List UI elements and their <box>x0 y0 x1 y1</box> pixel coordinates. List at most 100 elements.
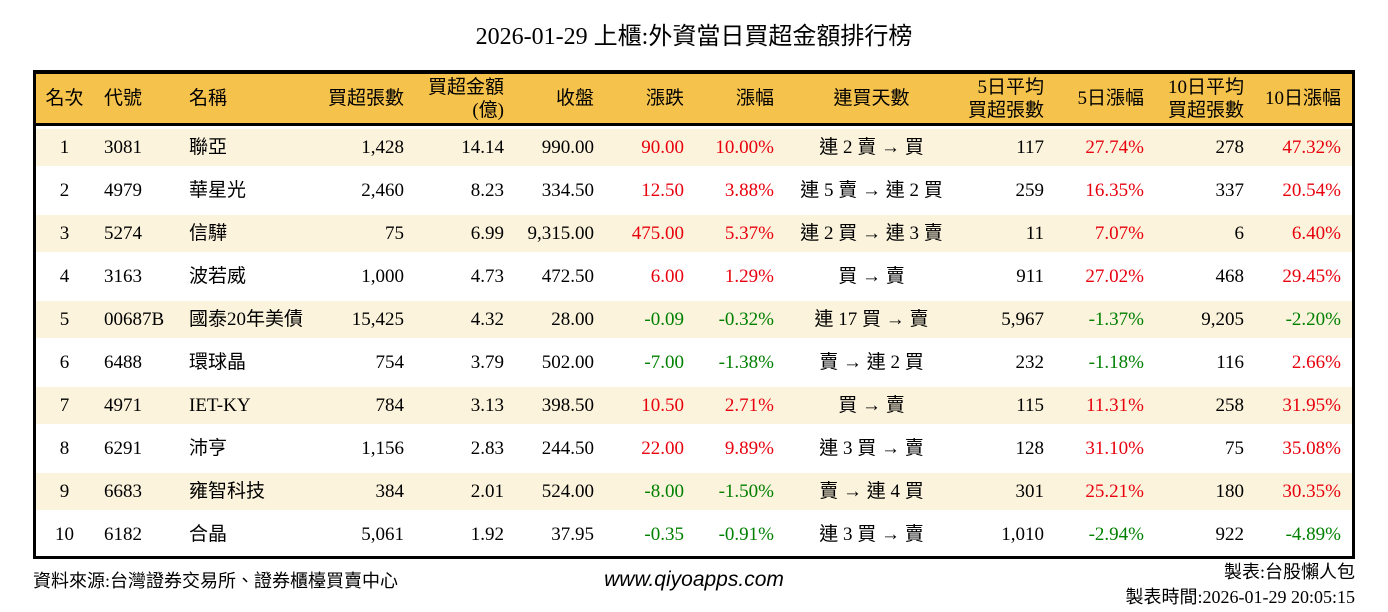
page-title: 2026-01-29 上櫃:外資當日買超金額排行榜 <box>475 24 913 50</box>
cell-pct5: -1.18% <box>1055 341 1155 384</box>
cell-code: 5274 <box>93 212 178 255</box>
cell-avg5_lots: 117 <box>958 126 1055 169</box>
cell-code: 4979 <box>93 169 178 212</box>
cell-name: 波若威 <box>178 255 313 298</box>
cell-amount: 4.32 <box>415 298 515 341</box>
cell-amount: 6.99 <box>415 212 515 255</box>
col-header-change: 漲跌 <box>605 74 695 126</box>
cell-lots: 75 <box>313 212 415 255</box>
cell-change_pct: 10.00% <box>695 126 785 169</box>
cell-name: 華星光 <box>178 169 313 212</box>
cell-streak: 買 → 賣 <box>785 255 958 298</box>
cell-avg5_lots: 115 <box>958 384 1055 427</box>
col-header-pct10: 10日漲幅 <box>1255 74 1352 126</box>
cell-streak: 連 5 賣 → 連 2 買 <box>785 169 958 212</box>
table-row: 5 00687B 國泰20年美債 15,425 4.32 28.00 -0.09 -0.32%… <box>36 298 1352 341</box>
cell-change_pct: -0.32% <box>695 298 785 341</box>
cell-close: 37.95 <box>515 513 605 556</box>
data-source-note: 資料來源:台灣證券交易所、證券櫃檯買賣中心 <box>33 571 398 591</box>
table-row: 4 3163 波若威 1,000 4.73 472.50 6.00 1.29% 買 → 賣 911… <box>36 255 1352 298</box>
cell-pct10: -2.20% <box>1255 298 1352 341</box>
cell-change_pct: 2.71% <box>695 384 785 427</box>
cell-change: 10.50 <box>605 384 695 427</box>
col-header-rank: 名次 <box>36 74 93 126</box>
cell-streak: 買 → 賣 <box>785 384 958 427</box>
cell-streak: 連 2 賣 → 買 <box>785 126 958 169</box>
cell-pct5: 16.35% <box>1055 169 1155 212</box>
col-header-name: 名稱 <box>178 74 313 126</box>
cell-change_pct: 3.88% <box>695 169 785 212</box>
cell-change_pct: -1.38% <box>695 341 785 384</box>
cell-pct10: 20.54% <box>1255 169 1352 212</box>
cell-lots: 784 <box>313 384 415 427</box>
cell-pct5: -2.94% <box>1055 513 1155 556</box>
ranking-table: 名次 代號 名稱 買超張數 買超金額 (億) 收盤 漲跌 漲幅 連買天數 5日平均 買超張數 5日漲… <box>33 70 1355 559</box>
cell-change: 90.00 <box>605 126 695 169</box>
cell-close: 244.50 <box>515 427 605 470</box>
cell-amount: 3.79 <box>415 341 515 384</box>
report-credits: 製表:台股懶人包 製表時間:2026-01-29 20:05:15 <box>1126 560 1356 610</box>
cell-change: -8.00 <box>605 470 695 513</box>
cell-pct5: 27.02% <box>1055 255 1155 298</box>
cell-close: 990.00 <box>515 126 605 169</box>
cell-change: -0.35 <box>605 513 695 556</box>
col-header-lots: 買超張數 <box>313 74 415 126</box>
cell-lots: 1,428 <box>313 126 415 169</box>
cell-close: 502.00 <box>515 341 605 384</box>
table-row: 6 6488 環球晶 754 3.79 502.00 -7.00 -1.38% 賣 → 連 2 … <box>36 341 1352 384</box>
cell-avg5_lots: 301 <box>958 470 1055 513</box>
cell-change_pct: 1.29% <box>695 255 785 298</box>
cell-avg5_lots: 259 <box>958 169 1055 212</box>
col-header-amount: 買超金額 (億) <box>415 74 515 126</box>
cell-rank: 6 <box>36 341 93 384</box>
table-row: 9 6683 雍智科技 384 2.01 524.00 -8.00 -1.50% 賣 → 連 4… <box>36 470 1352 513</box>
cell-pct5: -1.37% <box>1055 298 1155 341</box>
cell-code: 3081 <box>93 126 178 169</box>
cell-pct10: 30.35% <box>1255 470 1352 513</box>
cell-name: IET-KY <box>178 384 313 427</box>
cell-rank: 7 <box>36 384 93 427</box>
cell-avg10_lots: 116 <box>1155 341 1255 384</box>
cell-amount: 1.92 <box>415 513 515 556</box>
cell-pct10: 2.66% <box>1255 341 1352 384</box>
cell-pct10: 35.08% <box>1255 427 1352 470</box>
cell-pct5: 27.74% <box>1055 126 1155 169</box>
maker-label: 製表:台股懶人包 <box>1223 562 1355 582</box>
table-body: 1 3081 聯亞 1,428 14.14 990.00 90.00 10.00% 連 2 賣 … <box>36 126 1352 556</box>
cell-streak: 連 3 買 → 賣 <box>785 427 958 470</box>
cell-close: 334.50 <box>515 169 605 212</box>
cell-change_pct: -0.91% <box>695 513 785 556</box>
cell-code: 6182 <box>93 513 178 556</box>
cell-avg5_lots: 128 <box>958 427 1055 470</box>
cell-lots: 5,061 <box>313 513 415 556</box>
cell-change_pct: -1.50% <box>695 470 785 513</box>
cell-pct5: 7.07% <box>1055 212 1155 255</box>
cell-rank: 10 <box>36 513 93 556</box>
cell-avg10_lots: 468 <box>1155 255 1255 298</box>
cell-lots: 15,425 <box>313 298 415 341</box>
col-header-change_pct: 漲幅 <box>695 74 785 126</box>
cell-close: 28.00 <box>515 298 605 341</box>
cell-pct10: 29.45% <box>1255 255 1352 298</box>
cell-amount: 14.14 <box>415 126 515 169</box>
cell-pct10: 31.95% <box>1255 384 1352 427</box>
cell-avg5_lots: 11 <box>958 212 1055 255</box>
cell-name: 國泰20年美債 <box>178 298 313 341</box>
cell-amount: 3.13 <box>415 384 515 427</box>
cell-rank: 1 <box>36 126 93 169</box>
cell-pct5: 25.21% <box>1055 470 1155 513</box>
table-row: 1 3081 聯亞 1,428 14.14 990.00 90.00 10.00% 連 2 賣 … <box>36 126 1352 169</box>
cell-avg10_lots: 6 <box>1155 212 1255 255</box>
cell-amount: 2.01 <box>415 470 515 513</box>
col-header-avg10_lots: 10日平均 買超張數 <box>1155 74 1255 126</box>
cell-name: 信驊 <box>178 212 313 255</box>
cell-change: 22.00 <box>605 427 695 470</box>
col-header-close: 收盤 <box>515 74 605 126</box>
cell-code: 3163 <box>93 255 178 298</box>
cell-lots: 1,156 <box>313 427 415 470</box>
cell-name: 沛亨 <box>178 427 313 470</box>
cell-change_pct: 9.89% <box>695 427 785 470</box>
cell-streak: 賣 → 連 4 買 <box>785 470 958 513</box>
cell-lots: 384 <box>313 470 415 513</box>
